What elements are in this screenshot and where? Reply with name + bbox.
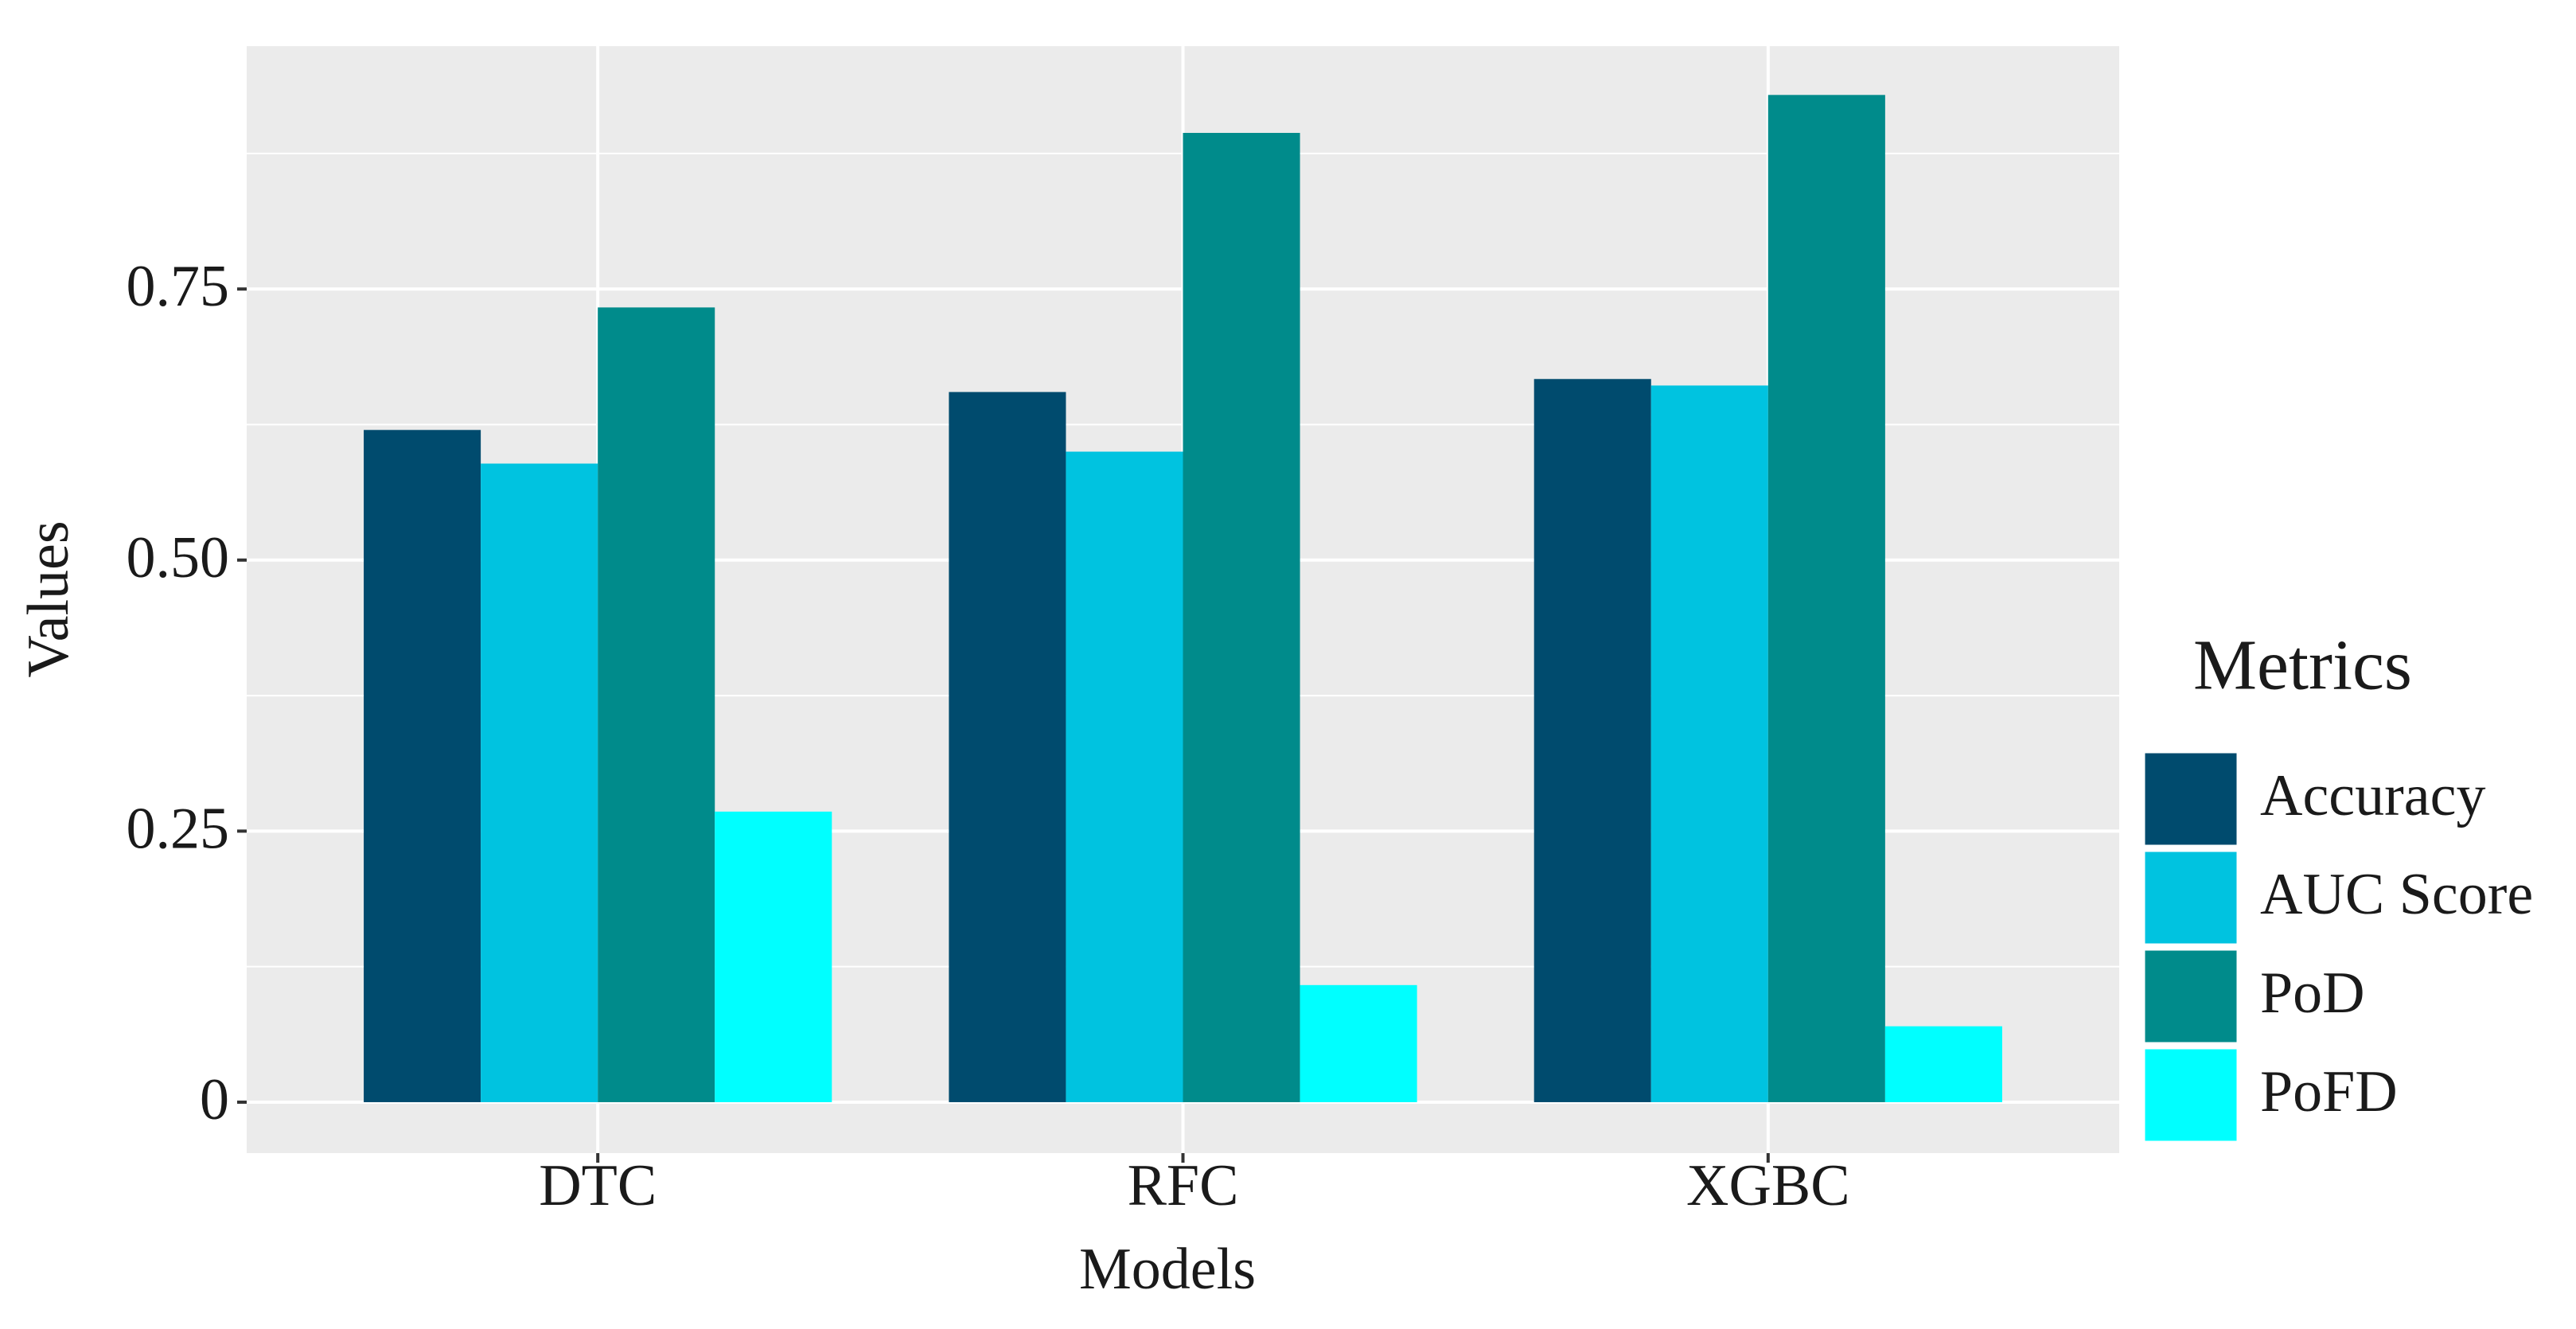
legend-title: Metrics bbox=[2193, 626, 2412, 705]
x-tick-label: DTC bbox=[539, 1153, 657, 1218]
legend-key bbox=[2142, 948, 2239, 1045]
y-tick-label: 0.50 bbox=[127, 525, 230, 590]
bar bbox=[364, 430, 481, 1102]
x-tick-label: RFC bbox=[1128, 1153, 1239, 1218]
bar bbox=[1650, 385, 1768, 1102]
bar bbox=[481, 463, 598, 1102]
bar bbox=[1066, 451, 1183, 1102]
y-tick-label: 0 bbox=[200, 1067, 229, 1132]
bar bbox=[1300, 984, 1417, 1102]
bar bbox=[1183, 132, 1300, 1102]
legend-label: PoFD bbox=[2260, 1059, 2398, 1124]
legend-key bbox=[2142, 849, 2239, 946]
bar bbox=[1884, 1026, 2002, 1102]
bar bbox=[1534, 379, 1651, 1102]
x-axis-label: Models bbox=[1079, 1237, 1256, 1302]
x-tick-label: XGBC bbox=[1686, 1153, 1850, 1218]
bar bbox=[949, 392, 1066, 1102]
legend-label: Accuracy bbox=[2260, 763, 2485, 828]
bar bbox=[715, 811, 832, 1102]
bar bbox=[1767, 95, 1885, 1102]
y-tick-label: 0.25 bbox=[127, 796, 230, 861]
y-axis-label: Values bbox=[16, 520, 81, 677]
bar bbox=[598, 307, 715, 1102]
legend-label: PoD bbox=[2260, 961, 2365, 1026]
y-tick-label: 0.75 bbox=[127, 254, 230, 319]
legend-label: AUC Score bbox=[2260, 862, 2533, 927]
legend-key bbox=[2142, 750, 2239, 848]
legend-key bbox=[2142, 1046, 2239, 1144]
